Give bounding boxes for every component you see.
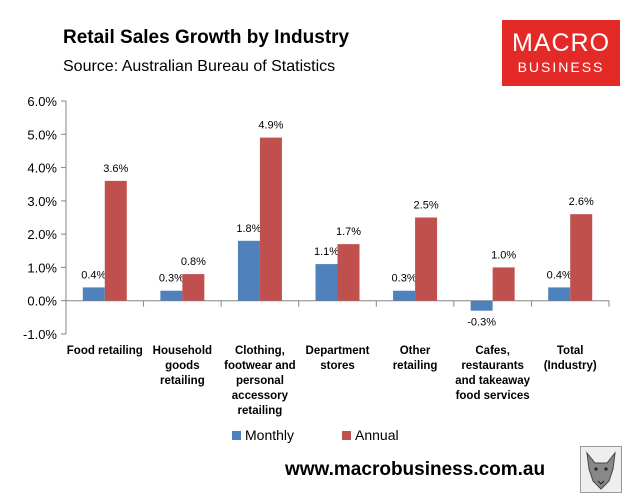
monthly-bar	[160, 290, 183, 301]
x-category-label: food services	[456, 390, 530, 402]
monthly-data-label: 1.1%	[314, 246, 339, 258]
monthly-bar	[82, 287, 105, 301]
monthly-bar	[548, 287, 571, 301]
x-category-label: Other	[400, 345, 431, 357]
x-category-label: Cafes,	[475, 345, 510, 357]
y-tick-label: -1.0%	[23, 327, 57, 342]
annual-bar	[259, 137, 282, 301]
annual-data-label: 4.9%	[258, 120, 283, 132]
y-tick-label: 0.0%	[27, 294, 57, 309]
y-tick-label: 3.0%	[27, 194, 57, 209]
x-category-label: Household	[153, 345, 212, 357]
x-category-label: retailing	[393, 360, 438, 372]
legend-annual-label: Annual	[355, 427, 399, 443]
logo-line-1: MACRO	[511, 29, 611, 57]
x-category-label: restaurants	[461, 360, 524, 372]
annual-bar	[337, 244, 360, 301]
y-tick-label: 1.0%	[27, 260, 57, 275]
annual-data-label: 2.5%	[414, 200, 439, 212]
annual-data-label: 1.7%	[336, 226, 361, 238]
annual-bar	[182, 274, 205, 301]
x-category-label: and takeaway	[455, 375, 530, 387]
y-tick-label: 5.0%	[27, 127, 57, 142]
monthly-data-label: 0.3%	[392, 273, 417, 285]
chart-subtitle: Source: Australian Bureau of Statistics	[63, 58, 336, 75]
y-tick-label: 2.0%	[27, 227, 57, 242]
x-category-label: personal	[236, 375, 284, 387]
x-category-label: (Industry)	[544, 360, 597, 372]
x-category-label: Department	[306, 345, 370, 357]
y-tick-label: 4.0%	[27, 161, 57, 176]
monthly-data-label: 1.8%	[236, 223, 261, 235]
footer-url[interactable]: www.macrobusiness.com.au	[285, 459, 546, 480]
monthly-bar	[237, 240, 260, 301]
y-tick-label: 6.0%	[27, 94, 57, 109]
annual-data-label: 0.8%	[181, 256, 206, 268]
x-category-label: footwear and	[224, 360, 296, 372]
chart-title: Retail Sales Growth by Industry	[63, 27, 350, 48]
x-category-label: stores	[320, 360, 355, 372]
macrobusiness-logo: MACRO BUSINESS	[502, 20, 620, 86]
x-category-label: goods	[165, 360, 200, 372]
annual-bar	[415, 217, 438, 301]
monthly-bar	[315, 264, 338, 301]
annual-data-label: 1.0%	[491, 249, 516, 261]
monthly-data-label: -0.3%	[467, 317, 496, 329]
legend-annual-swatch	[342, 431, 351, 440]
annual-data-label: 3.6%	[103, 163, 128, 175]
monthly-data-label: 0.4%	[547, 269, 572, 281]
x-category-label: Food retailing	[67, 345, 143, 357]
annual-bar	[570, 214, 593, 301]
monthly-data-label: 0.4%	[81, 269, 106, 281]
x-category-label: retailing	[160, 375, 205, 387]
x-category-label: accessory	[232, 390, 289, 402]
x-category-label: retailing	[238, 405, 283, 417]
annual-data-label: 2.6%	[569, 196, 594, 208]
monthly-bar	[393, 290, 416, 301]
legend-monthly-label: Monthly	[245, 427, 294, 443]
x-category-label: Clothing,	[235, 345, 285, 357]
legend-monthly-swatch	[232, 431, 241, 440]
logo-line-2: BUSINESS	[517, 59, 605, 75]
monthly-bar	[470, 300, 493, 311]
annual-bar	[492, 267, 515, 301]
wolf-logo-icon	[580, 446, 622, 493]
monthly-data-label: 0.3%	[159, 273, 184, 285]
x-category-label: Total	[557, 345, 584, 357]
annual-bar	[104, 180, 127, 301]
